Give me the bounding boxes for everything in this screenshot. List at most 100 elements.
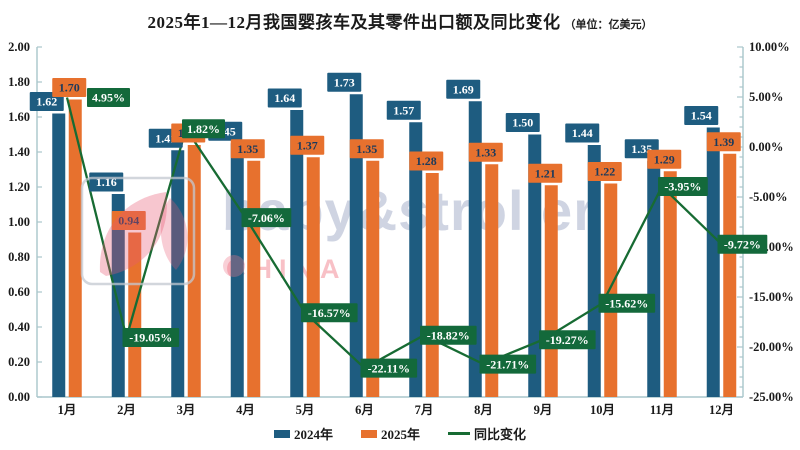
right-axis-tick-label: -25.00%: [749, 390, 794, 404]
bar-value-2024-10月: 1.44: [572, 126, 593, 140]
legend-label-yoy: 同比变化: [474, 427, 527, 442]
bar-value-2024-1月: 1.62: [36, 95, 57, 109]
bar-value-2024-12月-box: [684, 106, 719, 125]
month-label: 10月: [590, 403, 615, 417]
bar-value-2025-4月: 1.35: [237, 142, 258, 156]
bar-2025-7月: [425, 173, 439, 397]
yoy-value-3月-box: [182, 119, 225, 139]
bar-value-2024-8月: 1.69: [453, 82, 474, 96]
bar-2025-1月: [68, 99, 82, 397]
bar-value-2025-1月: 1.70: [59, 81, 80, 95]
legend-label-2025: 2025年: [380, 427, 420, 442]
legend: 2024年 2025年 同比变化: [0, 424, 800, 443]
yoy-value-1月: 4.95%: [92, 91, 125, 105]
month-label: 2月: [117, 403, 136, 417]
bar-value-2024-6月: 1.73: [334, 75, 355, 89]
bar-2025-5月: [306, 157, 320, 397]
yoy-value-1月-box: [87, 88, 130, 107]
bar-value-2024-7月: 1.57: [393, 103, 414, 117]
bar-2025-11月: [663, 171, 677, 397]
yoy-value-9月-box: [539, 330, 596, 350]
month-label: 1月: [58, 403, 77, 417]
month-label: 3月: [177, 403, 196, 417]
bar-value-2024-3月: 1.41: [155, 131, 176, 145]
month-label: 12月: [709, 403, 734, 417]
bar-value-2025-1月-box: [52, 78, 87, 97]
bar-value-2024-11月: 1.35: [631, 142, 652, 156]
bar-2025-4月: [247, 160, 261, 397]
left-axis-tick-label: 0.00: [8, 390, 30, 404]
bar-2024-9月: [528, 134, 542, 397]
yoy-value-8月: -21.71%: [486, 357, 529, 371]
bar-value-2025-6月: 1.35: [356, 142, 377, 156]
bar-2024-8月: [468, 101, 482, 397]
month-label: 4月: [236, 403, 255, 417]
bar-value-2024-8月-box: [446, 79, 481, 99]
bar-value-2024-5月-box: [267, 88, 302, 108]
right-axis-tick-label: 10.00%: [749, 40, 790, 54]
left-axis-tick-label: 1.60: [8, 110, 30, 124]
bar-value-2025-7月: 1.28: [416, 154, 437, 168]
chart-title: 2025年1—12月我国婴孩车及其零件出口额及同比变化: [147, 13, 561, 32]
bar-value-2024-6月-box: [327, 72, 362, 92]
bar-value-2024-5月: 1.64: [274, 91, 295, 105]
bar-value-2024-9月: 1.50: [512, 116, 533, 130]
legend-item-2025: 2025年: [360, 424, 420, 443]
left-axis-tick-label: 1.80: [8, 75, 30, 89]
bar-value-2024-10月-box: [565, 123, 600, 143]
bar-value-2025-9月-box: [528, 163, 563, 183]
right-axis-tick-label: 5.00%: [749, 90, 783, 104]
left-axis-tick-label: 1.20: [8, 180, 30, 194]
chart-unit-label: （单位：亿美元）: [564, 19, 653, 31]
month-label: 9月: [534, 403, 553, 417]
bar-value-2025-9月: 1.21: [535, 166, 556, 180]
left-axis-tick-label: 1.40: [8, 145, 30, 159]
yoy-value-6月: -22.11%: [368, 361, 410, 375]
legend-item-2024: 2024年: [273, 424, 333, 443]
yoy-value-9月: -19.27%: [546, 333, 589, 347]
yoy-value-7月-box: [420, 325, 477, 345]
legend-swatch-2025: [360, 429, 377, 438]
left-axis-tick-label: 0.20: [8, 355, 30, 369]
bar-2024-5月: [290, 110, 304, 397]
bar-2024-4月: [230, 143, 244, 397]
bar-2024-11月: [647, 160, 661, 397]
yoy-value-12月: -9.72%: [724, 237, 761, 251]
title-row: 2025年1—12月我国婴孩车及其零件出口额及同比变化 （单位：亿美元）: [0, 8, 800, 33]
yoy-value-4月-box: [241, 208, 292, 228]
yoy-line: [65, 97, 723, 370]
left-axis-tick-label: 2.00: [8, 40, 30, 54]
bar-2025-6月: [366, 160, 380, 397]
left-axis-tick-label: 1.00: [8, 215, 30, 229]
yoy-value-10月-box: [598, 293, 656, 313]
bar-value-2025-4月-box: [230, 139, 265, 159]
bar-value-2024-7月-box: [386, 100, 421, 120]
bar-value-2025-8月: 1.33: [475, 145, 496, 159]
bar-value-2025-10月: 1.22: [594, 165, 615, 179]
bar-2024-10月: [587, 145, 601, 397]
yoy-value-7月: -18.82%: [427, 328, 470, 342]
left-axis-tick-label: 0.80: [8, 250, 30, 264]
yoy-value-11月-box: [658, 177, 708, 196]
bar-2024-12月: [706, 127, 720, 397]
bar-value-2024-2月: 1.16: [96, 175, 117, 189]
yoy-value-3月: 1.82%: [187, 122, 220, 136]
legend-swatch-yoy-line: [448, 432, 470, 435]
bar-value-2025-6月-box: [349, 139, 384, 159]
left-axis-tick-label: 0.60: [8, 285, 30, 299]
bar-value-2024-9月-box: [505, 113, 540, 132]
bar-2025-9月: [544, 185, 558, 397]
bar-2024-3月: [171, 150, 185, 397]
yoy-value-5月-box: [301, 303, 358, 323]
yoy-value-12月-box: [717, 234, 768, 254]
legend-swatch-2024: [273, 429, 290, 438]
yoy-value-11月: -3.95%: [664, 180, 701, 194]
bar-value-2025-5月: 1.37: [297, 138, 318, 152]
yoy-value-5月: -16.57%: [308, 306, 351, 320]
yoy-value-4月: -7.06%: [248, 211, 285, 225]
bar-2025-8月: [485, 164, 499, 397]
month-label: 7月: [415, 403, 434, 417]
month-label: 6月: [355, 403, 374, 417]
yoy-value-2月: -19.05%: [129, 331, 172, 345]
